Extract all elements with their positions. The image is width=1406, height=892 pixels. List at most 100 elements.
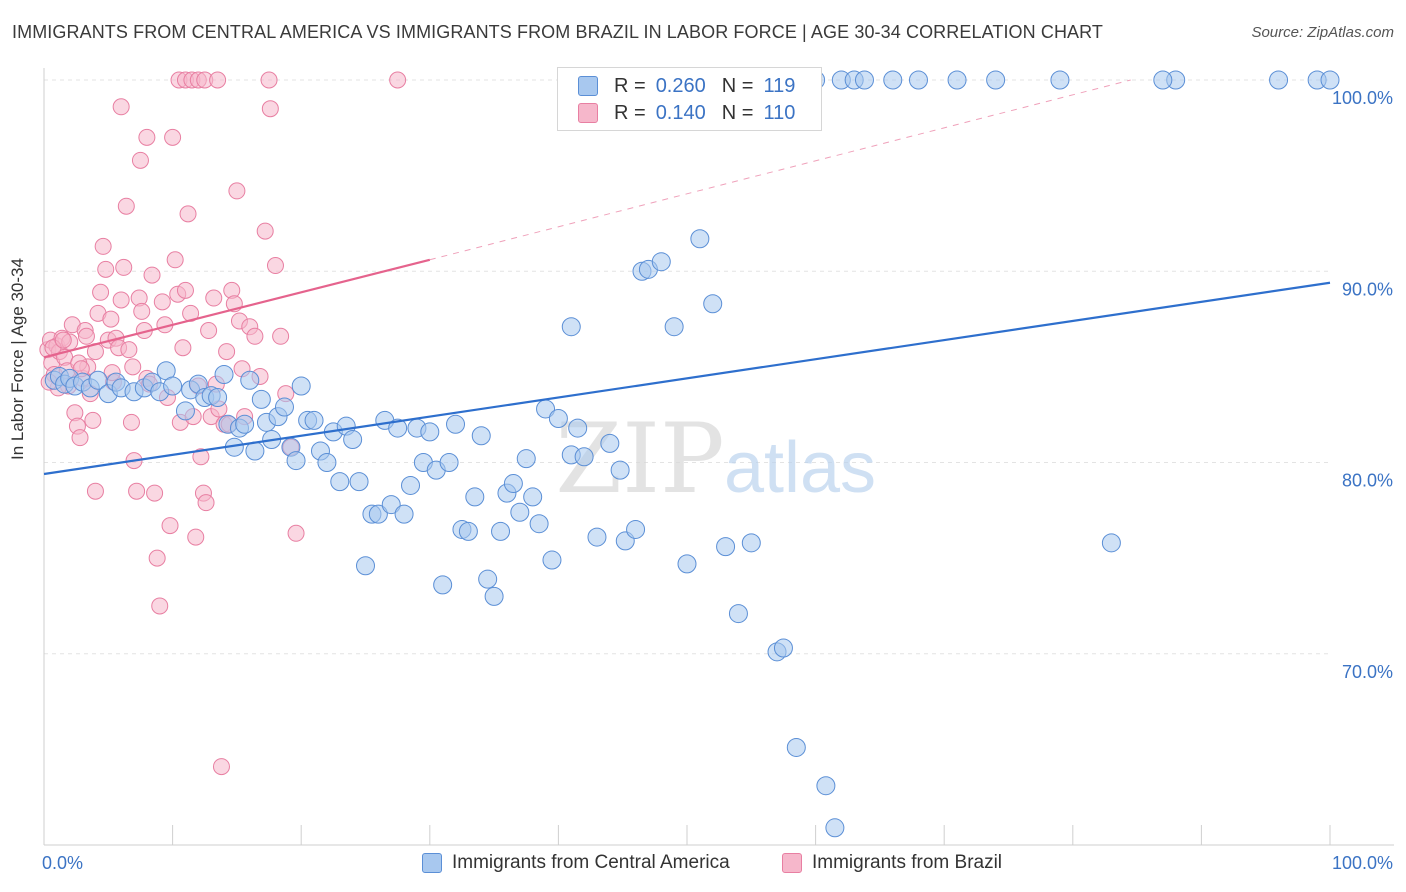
legend-label: Immigrants from Brazil — [812, 852, 1003, 873]
legend-item-brazil: Immigrants from Brazil — [782, 852, 1002, 874]
point-central-america — [825, 818, 845, 838]
point-central-america — [356, 556, 375, 576]
point-central-america — [1050, 70, 1070, 90]
point-central-america — [394, 504, 414, 524]
point-central-america — [388, 418, 408, 438]
point-central-america — [947, 70, 967, 90]
r-value: 0.260 — [655, 74, 706, 97]
point-brazil — [192, 448, 210, 466]
point-central-america — [716, 537, 736, 557]
stats-row-central-america: R = 0.260 N = 119 — [578, 73, 795, 99]
point-central-america — [245, 441, 265, 461]
n-label: N = — [721, 74, 754, 97]
point-central-america — [478, 569, 498, 589]
point-brazil — [115, 258, 133, 276]
point-brazil — [205, 289, 223, 307]
legend-swatch-brazil — [578, 103, 598, 123]
point-brazil — [246, 327, 264, 345]
point-central-america — [523, 487, 543, 507]
point-brazil — [187, 528, 205, 546]
point-central-america — [458, 521, 478, 541]
legend-swatch-central-america — [422, 853, 442, 873]
point-brazil — [138, 128, 156, 146]
point-central-america — [690, 229, 710, 249]
chart-source: Source: ZipAtlas.com — [1251, 24, 1394, 41]
point-central-america — [401, 475, 421, 495]
y-tick-label: 90.0% — [1342, 279, 1393, 299]
point-brazil — [218, 343, 236, 361]
point-brazil — [133, 302, 151, 320]
point-brazil — [143, 266, 161, 284]
point-brazil — [77, 327, 95, 345]
series-legend: Immigrants from Central America Immigran… — [0, 852, 1406, 876]
point-brazil — [151, 597, 169, 615]
point-brazil — [120, 341, 138, 359]
point-central-america — [610, 460, 630, 480]
x-tick-label: 0.0% — [42, 853, 83, 873]
point-central-america — [510, 502, 530, 522]
point-brazil — [131, 151, 149, 169]
point-central-america — [986, 70, 1006, 90]
point-central-america — [349, 472, 369, 492]
legend-label: Immigrants from Central America — [452, 852, 730, 873]
trend-lines — [43, 79, 1331, 476]
point-brazil — [228, 182, 246, 200]
axes — [43, 68, 1394, 846]
point-brazil — [200, 322, 218, 340]
point-brazil — [84, 411, 102, 429]
point-central-america — [304, 410, 324, 430]
point-central-america — [587, 527, 607, 547]
point-brazil — [256, 222, 274, 240]
point-central-america — [484, 586, 504, 606]
point-brazil — [179, 205, 197, 223]
point-central-america — [291, 376, 311, 396]
point-central-america — [600, 433, 620, 453]
point-central-america — [163, 376, 183, 396]
point-brazil — [174, 339, 192, 357]
point-brazil — [166, 251, 184, 269]
point-brazil — [164, 128, 182, 146]
r-label: R = — [614, 74, 646, 97]
point-central-america — [175, 401, 195, 421]
chart-title: IMMIGRANTS FROM CENTRAL AMERICA VS IMMIG… — [12, 22, 1104, 42]
point-central-america — [420, 422, 440, 442]
point-brazil — [209, 71, 227, 89]
point-central-america — [446, 414, 466, 434]
point-brazil — [260, 71, 278, 89]
point-central-america — [240, 370, 260, 390]
point-central-america — [542, 550, 562, 570]
point-central-america — [854, 70, 874, 90]
stats-legend: R = 0.260 N = 119 R = 0.140 N = 110 — [557, 67, 822, 131]
legend-item-central-america: Immigrants from Central America — [422, 852, 730, 874]
point-brazil — [146, 484, 164, 502]
point-central-america — [561, 317, 581, 337]
point-central-america — [465, 487, 485, 507]
point-central-america — [741, 533, 761, 553]
point-central-america — [529, 514, 549, 534]
point-brazil — [97, 260, 115, 278]
point-brazil — [112, 291, 130, 309]
point-brazil — [272, 327, 290, 345]
point-brazil — [117, 197, 135, 215]
point-central-america — [816, 776, 836, 796]
point-central-america — [274, 397, 294, 417]
point-central-america — [343, 430, 363, 450]
trend-line-brazil — [43, 258, 431, 359]
watermark: ZIP atlas — [555, 403, 876, 515]
point-central-america — [908, 70, 928, 90]
point-brazil — [389, 71, 407, 89]
y-tick-label: 70.0% — [1342, 662, 1393, 682]
legend-swatch-central-america — [578, 76, 598, 96]
point-brazil — [128, 482, 146, 500]
point-central-america — [439, 453, 459, 472]
trend-line-brazil-extension — [429, 79, 1131, 261]
point-central-america — [1320, 70, 1340, 90]
point-central-america — [773, 638, 793, 658]
point-central-america — [1153, 70, 1173, 90]
y-axis-label: In Labor Force | Age 30-34 — [8, 258, 27, 460]
legend-swatch-brazil — [782, 853, 802, 873]
point-central-america — [214, 365, 234, 385]
n-value: 110 — [763, 101, 796, 124]
point-brazil — [287, 524, 305, 542]
